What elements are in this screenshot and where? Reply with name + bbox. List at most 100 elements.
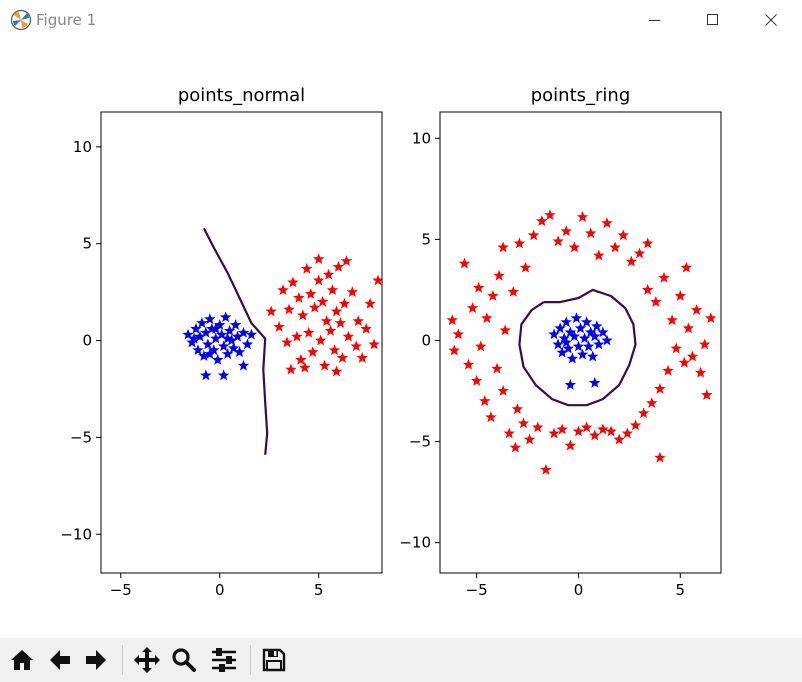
data-point [699,338,711,350]
decision-boundary [202,227,269,455]
data-point [217,340,230,352]
data-point [487,290,499,301]
data-point [576,348,589,360]
data-point [350,340,362,352]
data-point [589,330,601,342]
minimize-icon [649,20,660,21]
data-point [204,348,216,359]
data-point [340,255,353,266]
x-tick-label: −5 [110,581,132,599]
y-tick-label: 0 [421,331,431,349]
pan-button[interactable] [131,643,163,677]
data-point [613,433,625,445]
data-point [503,427,515,439]
data-point [208,344,220,356]
axes-frame [439,111,722,574]
data-point [481,312,493,324]
x-tick-label: −5 [466,581,488,599]
data-point [601,217,613,229]
data-point [523,433,536,445]
close-icon [765,14,777,26]
data-point [277,284,289,296]
data-point [485,411,497,423]
data-point [580,316,593,328]
data-point [338,297,351,309]
data-point [654,451,666,463]
data-point [245,328,258,340]
data-point [617,229,629,241]
data-point [330,305,343,317]
data-point [554,322,566,334]
configure-subplots-icon [212,648,236,672]
data-point [536,215,548,227]
data-point [295,353,307,365]
data-point [584,326,597,338]
data-point [646,397,658,409]
x-tick-label: 0 [215,581,225,599]
zoom-button[interactable] [168,643,200,677]
data-point [221,348,234,359]
y-tick-label: 10 [412,129,431,147]
data-point [694,366,707,378]
y-tick-label: 5 [82,235,92,253]
data-point [231,330,244,342]
home-button[interactable] [6,643,38,677]
data-point [479,395,491,406]
data-point [605,425,617,437]
data-point [532,421,544,433]
data-point [368,338,380,350]
series-2 [446,209,717,475]
forward-arrow-icon [86,650,106,670]
data-point [217,369,230,381]
data-point [564,439,577,451]
data-point [237,326,250,338]
back-button[interactable] [44,643,76,677]
data-point [198,350,210,361]
data-point [556,423,568,435]
data-point [511,403,524,415]
data-point [303,326,315,338]
data-point [233,346,246,358]
forward-button[interactable] [80,643,112,677]
data-point [566,352,579,364]
data-point [552,235,564,247]
data-point [227,342,240,354]
data-point [293,291,305,303]
minimize-button[interactable] [626,0,684,40]
data-point [572,340,585,352]
data-point [593,249,605,261]
data-point [544,209,556,220]
data-point [334,317,347,328]
close-button[interactable] [742,0,800,40]
data-point [637,407,650,419]
configure-subplots-button[interactable] [208,643,240,677]
data-point [281,336,293,348]
data-point [560,316,572,328]
data-point [654,383,666,394]
y-tick-label: −5 [409,433,431,451]
data-point [307,346,319,358]
x-tick-label: 5 [314,581,324,599]
series-1 [182,311,258,381]
save-button[interactable] [258,643,290,677]
data-point [568,241,581,253]
data-point [527,229,540,241]
data-point [682,322,695,334]
data-point [701,389,713,400]
figure-canvas[interactable]: points_normal −5 0 5 −10 −5 0 5 10 points_ring −5 0… [0,40,802,638]
data-point [548,427,560,439]
data-point [597,423,609,435]
data-point [200,326,212,338]
y-tick-label: 5 [421,230,431,248]
data-point [309,301,321,313]
data-point [448,344,460,356]
data-point [662,364,674,376]
toolbar-separator [250,645,251,675]
data-point [580,421,593,433]
data-point [458,257,471,269]
data-point [576,211,589,222]
data-point [625,255,638,267]
data-point [446,314,458,326]
x-tick-label: 5 [676,581,686,599]
maximize-button[interactable] [684,0,742,40]
